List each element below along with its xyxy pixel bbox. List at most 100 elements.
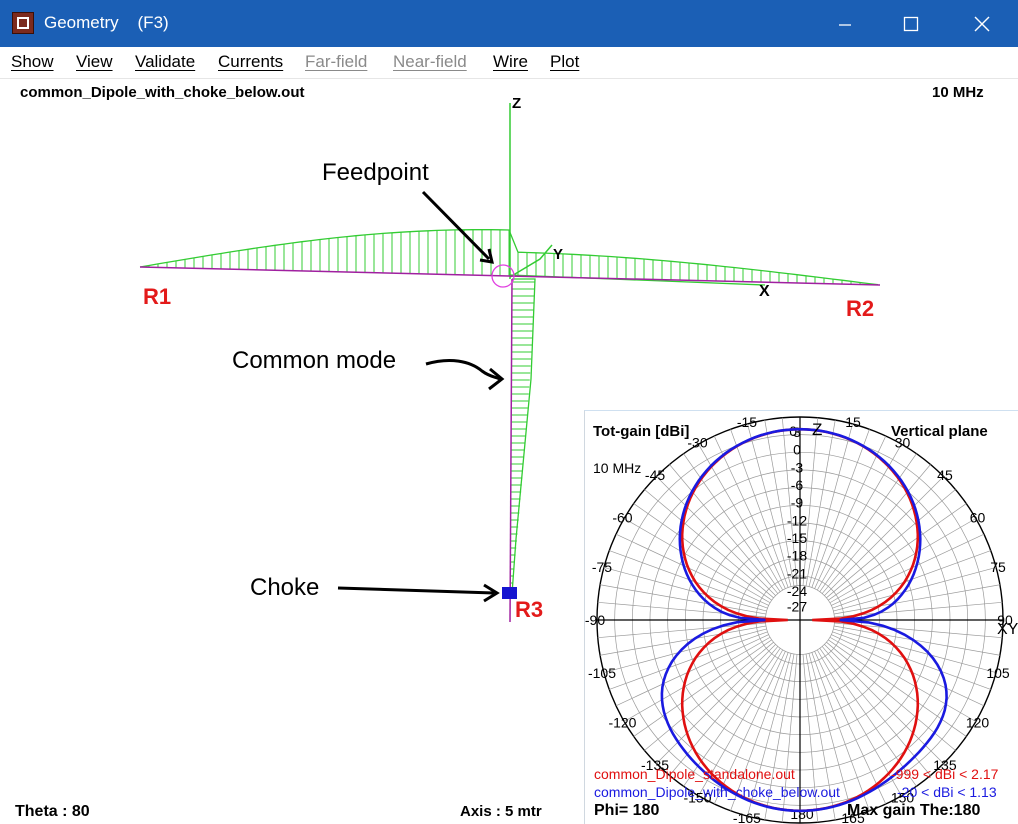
polar-angle-label: -150: [683, 790, 711, 806]
polar-angle-label: -30: [687, 434, 707, 450]
annotation-common-mode: Common mode: [232, 347, 397, 374]
menu-plot[interactable]: Plot: [550, 52, 580, 71]
polar-angle-label: 15: [845, 414, 861, 430]
minimize-button[interactable]: [815, 0, 875, 47]
polar-plot-panel: 15 30 45 60 75 90 105 120 135 150 165 -15 -30 -45 -60-…: [584, 410, 1018, 824]
menu-show[interactable]: Show: [11, 52, 54, 71]
y-axis-label: Y: [553, 246, 564, 263]
menu-currents[interactable]: Currents: [218, 52, 284, 71]
polar-angle-label: 105: [986, 665, 1010, 681]
polar-angle-label: -90: [585, 612, 605, 628]
polar-title: Tot-gain [dBi]: [593, 423, 690, 440]
menu-bar: Show View Validate Currents Far-field Ne…: [0, 47, 1018, 79]
polar-z-label: Z: [812, 420, 823, 439]
polar-grid: [596, 416, 1004, 824]
choke-marker: [502, 587, 517, 599]
dipole-current-hatching: [148, 229, 879, 285]
polar-angle-label: 0: [789, 423, 797, 439]
wire-label-r3: R3: [515, 597, 544, 622]
polar-y-label: Y: [1007, 621, 1018, 638]
geometry-canvas[interactable]: common_Dipole_with_choke_below.out 10 MH…: [0, 79, 1018, 823]
phi-readout: Phi= 180: [594, 802, 660, 819]
close-button[interactable]: [952, 0, 1012, 47]
axis-scale-readout: Axis : 5 mtr: [460, 803, 542, 820]
common-mode-arrowhead: [488, 367, 505, 391]
polar-angle-label: -45: [645, 467, 665, 483]
legend-standalone-name: common_Dipole_standalone.out: [594, 766, 795, 782]
polar-ring-label: 0: [793, 442, 801, 458]
feedpoint-arrow: [421, 190, 491, 261]
polar-angle-label: -105: [588, 665, 616, 681]
app-cube-icon: [12, 12, 34, 34]
menu-validate[interactable]: Validate: [135, 52, 196, 71]
file-name: common_Dipole_with_choke_below.out: [20, 84, 305, 101]
wire-label-r1: R1: [143, 284, 172, 309]
polar-ring-label: -9: [791, 495, 804, 511]
menu-near-field[interactable]: Near-field: [393, 52, 467, 71]
polar-angle-label: -15: [737, 414, 757, 430]
polar-angle-label: -75: [592, 559, 612, 575]
common-mode-hatching: [510, 281, 535, 591]
polar-ring-label: -15: [787, 530, 807, 546]
window-title: Geometry (F3): [44, 13, 169, 32]
wire-label-r2: R2: [846, 296, 875, 321]
max-gain-readout: Max gain The:180: [847, 802, 981, 819]
polar-ring-labels: 30-3-6-9-12-15-18-21-24-27: [787, 424, 807, 615]
z-axis-label: Z: [512, 95, 522, 112]
common-mode-arrow: [425, 359, 501, 381]
polar-plane-label: Vertical plane: [891, 423, 988, 440]
polar-ring-label: -27: [787, 599, 807, 615]
legend-with-choke-range: -20 < dBi < 1.13: [897, 784, 997, 800]
polar-ring-label: -24: [787, 583, 807, 599]
polar-angle-label: -120: [608, 715, 636, 731]
polar-angle-label: 120: [966, 715, 990, 731]
legend-standalone-range: -999 < dBi < 2.17: [891, 766, 999, 782]
polar-angle-label: 60: [970, 510, 986, 526]
polar-angle-label: -165: [733, 810, 761, 824]
polar-ring-label: -18: [787, 548, 807, 564]
polar-frequency: 10 MHz: [593, 460, 642, 476]
maximize-icon: [903, 16, 919, 31]
theta-readout: Theta : 80: [15, 803, 90, 820]
title-bar: Geometry (F3): [0, 0, 1018, 47]
menu-far-field[interactable]: Far-field: [305, 52, 368, 71]
menu-wire[interactable]: Wire: [493, 52, 528, 71]
polar-ring-label: -12: [787, 512, 807, 528]
polar-angle-label: -135: [641, 757, 669, 773]
y-axis: [509, 244, 553, 278]
choke-arrowhead: [483, 583, 500, 603]
polar-angle-label: 45: [937, 467, 953, 483]
annotation-choke: Choke: [250, 574, 320, 601]
pattern-with-choke-trace: [660, 427, 948, 813]
minimize-icon: [839, 23, 851, 26]
polar-angle-labels: 153045607590105120135150165-15-30-45-60-…: [585, 414, 1013, 824]
annotation-feedpoint: Feedpoint: [322, 159, 429, 186]
polar-ring-label: -6: [791, 477, 804, 493]
polar-ring-label: -3: [791, 459, 804, 475]
polar-angle-label: -60: [612, 510, 632, 526]
menu-view[interactable]: View: [76, 52, 113, 71]
feedpoint-marker: [491, 264, 515, 288]
polar-angle-label: 30: [895, 434, 911, 450]
polar-plot: 153045607590105120135150165-15-30-45-60-…: [585, 414, 1013, 824]
polar-angle-label: 165: [841, 810, 865, 824]
polar-angle-label: 135: [933, 757, 957, 773]
maximize-button[interactable]: [881, 0, 941, 47]
x-axis-label: X: [759, 283, 770, 300]
polar-angle-label: 75: [990, 559, 1006, 575]
frequency-label: 10 MHz: [932, 84, 984, 101]
close-icon: [974, 16, 990, 31]
legend-with-choke-name: common_Dipole_with_choke_below.out: [594, 784, 840, 800]
vertical-wire: [509, 278, 513, 623]
polar-angle-label: 180: [790, 806, 814, 822]
geometry-drawing: [139, 103, 881, 623]
polar-angle-label: 90: [997, 612, 1013, 628]
feedpoint-arrowhead: [479, 248, 494, 264]
choke-arrow: [337, 586, 495, 595]
polar-angle-label: 150: [891, 790, 915, 806]
common-mode-envelope: [511, 278, 536, 595]
polar-x-label: X: [997, 621, 1008, 638]
polar-xy-label: XY: [997, 621, 1018, 639]
polar-ring-label: -21: [787, 565, 807, 581]
polar-ring-label: 3: [793, 424, 801, 440]
